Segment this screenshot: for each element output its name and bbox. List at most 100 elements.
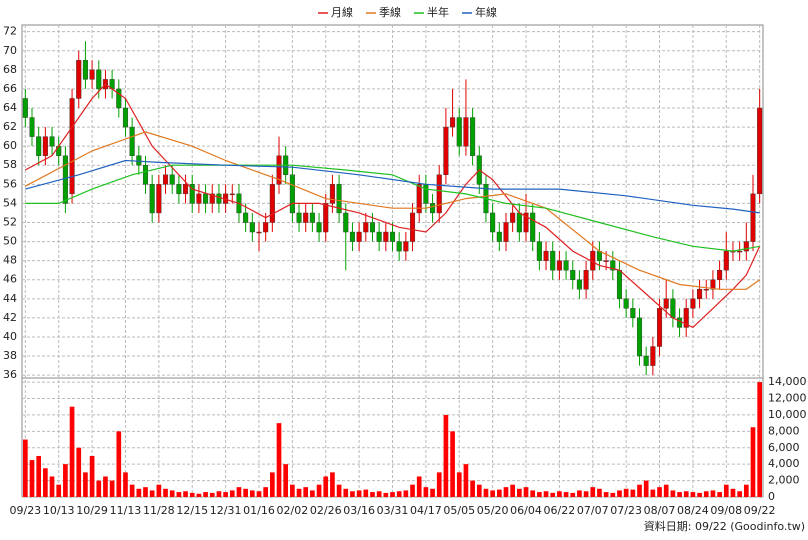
candle-body xyxy=(710,279,716,290)
volume-bar xyxy=(610,492,616,497)
y-tick-label: 54 xyxy=(3,196,17,209)
candle-body xyxy=(697,289,703,300)
candle-body xyxy=(650,346,656,366)
volume-bar xyxy=(203,492,208,497)
candle-body xyxy=(630,308,636,319)
volume-bar xyxy=(443,414,449,497)
volume-bar xyxy=(530,490,536,497)
candle-body xyxy=(76,60,82,99)
candle-body xyxy=(316,222,322,233)
candle-body xyxy=(269,184,275,223)
y-tick-label: 58 xyxy=(3,158,17,171)
ma-line xyxy=(25,159,760,214)
y-tick-label: 40 xyxy=(3,330,17,343)
candle-body xyxy=(196,193,202,204)
x-tick-label: 09/08 xyxy=(710,504,742,517)
candle-body xyxy=(717,269,723,280)
y-tick-label: 52 xyxy=(3,215,17,228)
x-tick-label: 06/04 xyxy=(510,504,542,517)
candle-body xyxy=(323,203,329,233)
candle-body xyxy=(343,212,349,233)
candle-body xyxy=(203,193,209,204)
volume-bar xyxy=(243,488,248,497)
x-tick-label: 09/23 xyxy=(9,504,41,517)
candle-body xyxy=(156,184,162,214)
candle-body xyxy=(430,203,436,214)
candle-body xyxy=(96,69,102,90)
volume-bar xyxy=(757,382,762,497)
y-tick-label: 60 xyxy=(3,139,17,152)
volume-bar xyxy=(657,487,662,497)
volume-bar xyxy=(483,488,489,497)
y-tick-label: 62 xyxy=(3,120,17,133)
volume-bar xyxy=(537,492,542,497)
volume-bar xyxy=(476,484,482,497)
candle-body xyxy=(610,260,616,271)
volume-bar xyxy=(436,472,442,497)
candle-body xyxy=(677,317,683,328)
x-tick-label: 08/07 xyxy=(644,504,676,517)
volume-bar xyxy=(617,490,622,497)
volume-bar xyxy=(263,487,268,497)
volume-bar xyxy=(189,492,195,497)
volume-bar xyxy=(630,489,636,497)
volume-bar xyxy=(176,492,182,497)
volume-bar xyxy=(710,490,716,497)
volume-bar xyxy=(196,493,202,497)
candle-body xyxy=(623,298,629,309)
volume-bar xyxy=(677,492,682,497)
y2-tick-label: 4,000 xyxy=(768,457,800,470)
volume-bar xyxy=(89,455,95,497)
candle-body xyxy=(563,260,569,271)
volume-bar xyxy=(557,491,562,497)
x-tick-label: 04/17 xyxy=(410,504,442,517)
candle-body xyxy=(303,212,309,223)
volume-bar xyxy=(637,484,642,497)
volume-bar xyxy=(396,491,402,497)
volume-bar xyxy=(603,492,609,497)
volume-bar xyxy=(356,490,362,497)
candle-body xyxy=(296,212,302,223)
x-tick-label: 07/23 xyxy=(610,504,642,517)
y2-tick-label: 6,000 xyxy=(768,441,800,454)
y-tick-label: 70 xyxy=(3,44,17,57)
x-tick-label: 01/16 xyxy=(243,504,275,517)
y-tick-label: 64 xyxy=(3,101,17,114)
candle-body xyxy=(743,241,749,252)
candle-body xyxy=(89,69,95,80)
volume-bar xyxy=(216,491,222,497)
candle-body xyxy=(750,193,756,242)
volume-bar xyxy=(290,484,295,497)
candle-body xyxy=(69,98,75,195)
legend-label: 年線 xyxy=(475,5,497,19)
candle-body xyxy=(49,136,55,147)
candle-body xyxy=(82,60,88,80)
volume-bar xyxy=(270,472,275,497)
volume-bar xyxy=(23,439,28,497)
volume-bar xyxy=(683,491,689,497)
volume-bar xyxy=(577,490,582,497)
x-tick-label: 08/24 xyxy=(677,504,709,517)
x-tick-label: 05/05 xyxy=(443,504,475,517)
volume-bar xyxy=(76,447,82,497)
volume-bar xyxy=(229,490,235,497)
candle-body xyxy=(723,250,729,271)
candle-body xyxy=(36,136,42,156)
candle-body xyxy=(503,222,509,242)
volume-bar xyxy=(390,492,395,497)
candle-body xyxy=(636,317,643,357)
volume-bar xyxy=(83,472,88,497)
y-tick-label: 50 xyxy=(3,235,17,248)
x-tick-label: 09/22 xyxy=(744,504,776,517)
candle-body xyxy=(162,174,169,185)
x-tick-label: 05/20 xyxy=(477,504,509,517)
volume-bar xyxy=(129,484,135,497)
volume-bar xyxy=(423,487,429,497)
volume-bar xyxy=(590,487,596,497)
volume-bar xyxy=(310,490,315,497)
candle-body xyxy=(189,184,195,204)
candle-body xyxy=(403,241,409,252)
candle-body xyxy=(383,231,389,242)
candle-body xyxy=(576,279,582,290)
